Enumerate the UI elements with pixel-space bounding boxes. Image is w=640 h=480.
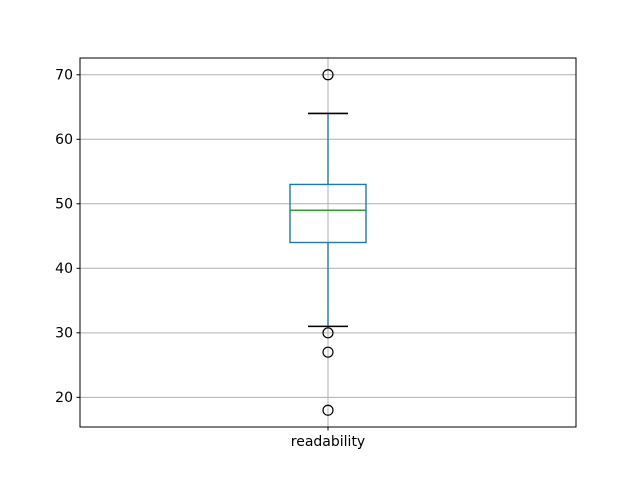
y-tick-label: 30 — [55, 326, 73, 342]
y-tick-label: 20 — [55, 390, 73, 406]
y-tick-label: 40 — [55, 261, 73, 277]
x-tick-label: readability — [291, 434, 365, 450]
outlier-point — [322, 69, 334, 81]
iqr-box — [289, 183, 367, 244]
y-tick-label: 70 — [55, 68, 73, 84]
outlier-point — [322, 346, 334, 358]
y-tick-label: 50 — [55, 197, 73, 213]
y-tick-label: 60 — [55, 132, 73, 148]
outlier-point — [322, 404, 334, 416]
outlier-point — [322, 327, 334, 339]
